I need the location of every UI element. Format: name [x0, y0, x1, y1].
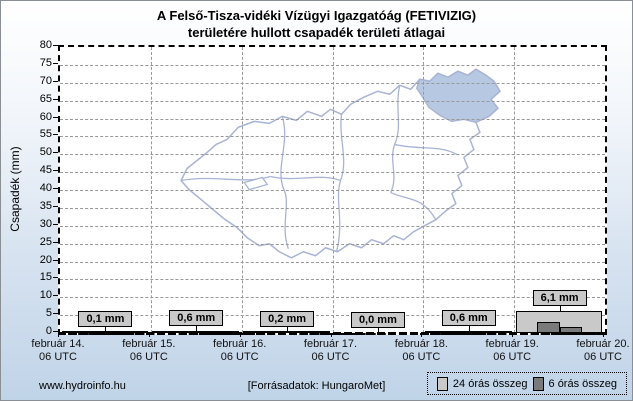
x-tick-mark — [603, 333, 604, 337]
y-tick-label: 40 — [39, 182, 52, 194]
x-tick-date: február 14. — [31, 338, 85, 350]
y-tick-mark — [53, 80, 58, 82]
y-tick-label: 20 — [39, 253, 52, 266]
y-tick-label: 10 — [39, 289, 52, 302]
x-tick-mark — [421, 333, 423, 337]
x-tick-date: február 16. — [213, 338, 267, 350]
y-tick-mark — [53, 98, 58, 100]
y-tick-mark — [53, 134, 58, 136]
y-tick-mark — [53, 188, 58, 189]
y-tick-label: 80 — [39, 39, 52, 51]
y-tick-mark — [53, 331, 58, 332]
y-tick-mark — [53, 295, 58, 297]
x-tick-mark — [58, 333, 59, 337]
value-label: 6,1 mm — [532, 290, 587, 307]
y-tick-label: 15 — [39, 271, 52, 284]
y-tick-mark — [53, 259, 58, 261]
x-tick-mark — [239, 333, 241, 337]
gridline-vertical — [423, 47, 425, 333]
value-label-connector — [287, 327, 289, 332]
value-label-connector — [559, 306, 561, 312]
value-label: 0,6 mm — [441, 309, 496, 326]
y-tick-label: 5 — [45, 307, 52, 320]
y-tick-label: 70 — [39, 74, 52, 87]
value-label-connector — [105, 327, 107, 332]
y-tick-label: 50 — [39, 146, 52, 159]
legend-label-24h: 24 órás összeg — [452, 377, 528, 390]
y-tick-label: 45 — [39, 164, 52, 177]
chart-title-line1: A Felső-Tisza-vidéki Vízügyi Igazgatóág … — [156, 8, 477, 23]
chart-title-line2: területére hullott csapadék területi átl… — [187, 25, 446, 40]
y-tick-label: 65 — [39, 92, 52, 105]
x-tick-date: február 15. — [122, 338, 176, 350]
value-label: 0,0 mm — [350, 312, 405, 328]
hungary-map — [180, 68, 501, 259]
website-text: www.hydroinfo.hu — [39, 380, 126, 392]
y-tick-label: 60 — [39, 110, 52, 123]
legend-label-6h: 6 órás összeg — [548, 377, 617, 390]
value-label: 0,6 mm — [169, 309, 224, 326]
y-tick-mark — [53, 152, 58, 154]
x-tick-label: február 18. 06 UTC — [375, 338, 467, 364]
y-tick-label: 75 — [39, 56, 52, 69]
legend-swatch-24h-icon — [436, 376, 448, 391]
x-tick-time: 06 UTC — [129, 351, 168, 363]
y-tick-mark — [53, 62, 58, 64]
value-label-connector — [196, 325, 198, 331]
y-tick-mark — [53, 170, 58, 172]
y-tick-mark — [53, 116, 58, 118]
y-tick-label: 30 — [39, 217, 52, 230]
x-tick-time: 06 UTC — [220, 351, 259, 363]
x-tick-label: február 20. 06 UTC — [557, 338, 632, 364]
y-tick-mark — [53, 205, 58, 207]
x-tick-label: február 16. 06 UTC — [194, 338, 286, 364]
hungary-outline — [180, 68, 501, 259]
x-tick-date: február 20. — [576, 338, 630, 350]
x-tick-time: 06 UTC — [39, 351, 77, 363]
y-tick-label: 25 — [39, 235, 52, 248]
y-tick-mark — [53, 223, 58, 225]
y-tick-label: 0 — [45, 325, 52, 337]
gridline-vertical — [514, 47, 516, 333]
value-label-connector — [377, 328, 379, 333]
district-borders — [180, 85, 458, 252]
x-axis-line — [58, 332, 607, 335]
x-tick-mark — [512, 333, 514, 337]
x-tick-label: február 15. 06 UTC — [103, 338, 195, 364]
legend-swatch-6h-icon — [532, 376, 544, 391]
x-tick-time: 06 UTC — [584, 351, 622, 363]
x-tick-date: február 19. — [485, 338, 539, 350]
lake-balaton-outline — [243, 176, 269, 191]
x-tick-mark — [148, 333, 150, 337]
x-tick-date: február 17. — [303, 338, 358, 350]
x-tick-time: 06 UTC — [402, 351, 441, 363]
value-label: 0,2 mm — [260, 311, 315, 327]
gridline-vertical — [332, 47, 334, 333]
y-tick-mark — [53, 313, 58, 315]
y-tick-mark — [53, 277, 58, 279]
plot-area: 0,1 mm 0,6 mm 0,2 mm 0,0 mm 0,6 mm 6,1 mm — [58, 45, 607, 335]
x-tick-label: február 17. 06 UTC — [285, 338, 377, 364]
y-tick-mark — [53, 45, 58, 46]
x-tick-date: február 18. — [394, 338, 448, 350]
x-tick-mark — [330, 333, 332, 337]
legend: 24 órás összeg 6 órás összeg — [426, 372, 627, 395]
gridline-vertical — [150, 47, 152, 333]
gridline-vertical — [241, 47, 243, 333]
x-tick-time: 06 UTC — [311, 351, 350, 363]
value-label-connector — [468, 325, 470, 331]
y-tick-mark — [53, 241, 58, 243]
y-tick-label: 35 — [39, 199, 52, 212]
data-source-text: [Forrásadatok: HungaroMet] — [247, 380, 386, 392]
x-tick-time: 06 UTC — [493, 351, 532, 363]
y-tick-label: 55 — [39, 128, 52, 141]
x-tick-label: február 14. 06 UTC — [12, 338, 104, 364]
x-tick-label: február 19. 06 UTC — [466, 338, 558, 364]
value-label: 0,1 mm — [78, 311, 133, 327]
